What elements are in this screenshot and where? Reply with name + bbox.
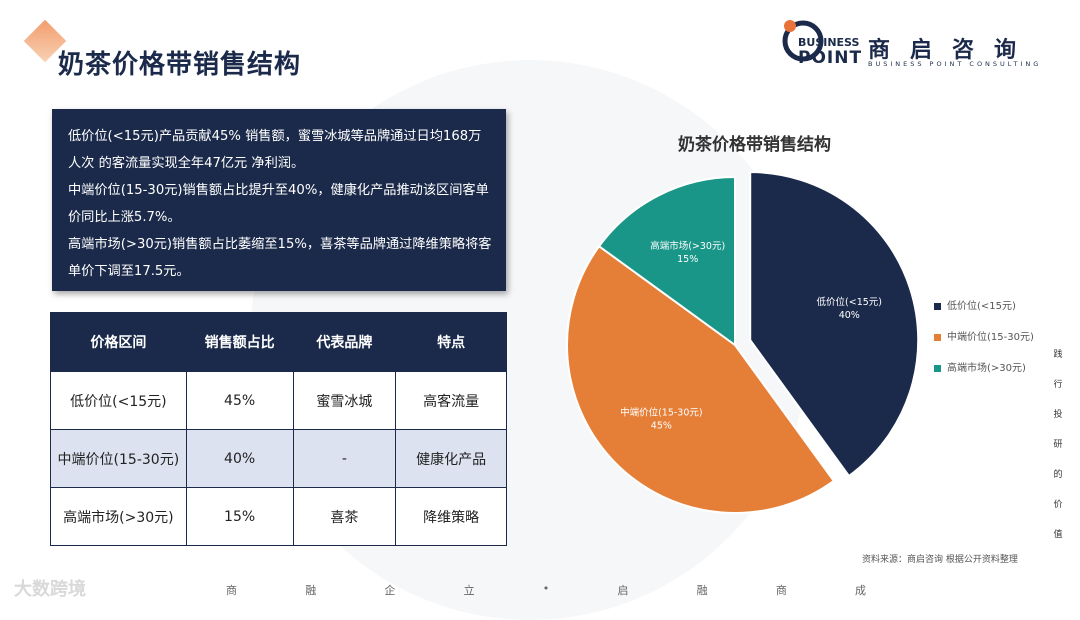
summary-line: 高端市场(>30元)销售额占比萎缩至15%，喜茶等品牌通过降维策略将客单价下调至… bbox=[68, 237, 492, 279]
side-slogan-char: 践 bbox=[1053, 350, 1063, 360]
footer-slogan-char: 商 bbox=[226, 584, 237, 597]
legend-swatch bbox=[934, 303, 941, 310]
table-cell: 高端市场(>30元) bbox=[50, 487, 187, 546]
legend-label: 低价位(<15元) bbox=[947, 301, 1016, 312]
slice-label: 中端价位(15-30元) bbox=[620, 407, 703, 419]
table-cell: 蜜雪冰城 bbox=[292, 371, 397, 430]
table-header-row: 价格区间 销售额占比 代表品牌 特点 bbox=[50, 312, 507, 372]
legend-item: 高端市场(>30元) bbox=[934, 362, 1034, 375]
legend-item: 中端价位(15-30元) bbox=[934, 331, 1034, 344]
pie-slice bbox=[597, 175, 736, 347]
table-cell: - bbox=[292, 429, 397, 488]
table-header-cell: 销售额占比 bbox=[185, 312, 294, 372]
side-slogan-char: 价 bbox=[1053, 500, 1063, 510]
table-header-cell: 价格区间 bbox=[50, 312, 187, 372]
side-slogan-char: 行 bbox=[1053, 380, 1063, 390]
slice-value-label: 40% bbox=[839, 310, 860, 321]
footer-slogan-char: 启 bbox=[617, 584, 629, 597]
chart-legend: 低价位(<15元) 中端价位(15-30元) 高端市场(>30元) bbox=[934, 300, 1034, 393]
summary-line: 低价位(<15元)产品贡献45% 销售额，蜜雪冰城等品牌通过日均168万人次 的… bbox=[68, 129, 482, 171]
footer-brand-watermark: 大数跨境 bbox=[14, 579, 86, 600]
pie-slice bbox=[749, 171, 920, 478]
pie-chart: 低价位(<15元) 40% 中端价位(15-30元) 45% 高端市场(>30元) 15% bbox=[566, 171, 920, 514]
logo-en-name: BUSINESS POINT CONSULTING bbox=[868, 60, 1042, 68]
table-cell: 高客流量 bbox=[395, 371, 507, 430]
price-band-table: 价格区间 销售额占比 代表品牌 特点 低价位(<15元) 45% 蜜雪冰城 高客… bbox=[50, 312, 507, 546]
legend-label: 高端市场(>30元) bbox=[947, 363, 1026, 374]
page-title: 奶茶价格带销售结构 bbox=[58, 50, 302, 80]
legend-item: 低价位(<15元) bbox=[934, 300, 1034, 313]
table-cell: 中端价位(15-30元) bbox=[50, 429, 187, 488]
footer-slogan-char: 企 bbox=[384, 584, 396, 597]
side-slogan-char: 的 bbox=[1053, 470, 1063, 480]
table-row: 高端市场(>30元) 15% 喜茶 降维策略 bbox=[50, 487, 507, 546]
table-cell: 低价位(<15元) bbox=[50, 371, 187, 430]
side-slogan-char: 研 bbox=[1053, 440, 1063, 450]
slice-value-label: 15% bbox=[677, 254, 698, 265]
slice-label: 高端市场(>30元) bbox=[650, 240, 725, 252]
footer-slogan: 商 融 企 立 • 启 融 商 成 bbox=[226, 582, 866, 598]
table-cell: 15% bbox=[185, 487, 294, 546]
side-slogan-char: 值 bbox=[1053, 530, 1063, 540]
footer-slogan-char: • bbox=[542, 582, 550, 595]
summary-box: 低价位(<15元)产品贡献45% 销售额，蜜雪冰城等品牌通过日均168万人次 的… bbox=[52, 109, 506, 291]
logo-ring-icon bbox=[782, 20, 824, 62]
table-cell: 降维策略 bbox=[395, 487, 507, 546]
side-slogan-char: 投 bbox=[1053, 410, 1063, 420]
chart-title: 奶茶价格带销售结构 bbox=[678, 135, 831, 155]
table-header-cell: 代表品牌 bbox=[292, 312, 397, 372]
footer-slogan-char: 立 bbox=[463, 584, 475, 597]
footer-slogan-char: 成 bbox=[855, 584, 866, 597]
legend-label: 中端价位(15-30元) bbox=[947, 332, 1034, 343]
table-cell: 健康化产品 bbox=[395, 429, 507, 488]
legend-swatch bbox=[934, 334, 941, 341]
legend-swatch bbox=[934, 365, 941, 372]
source-note: 资料来源：商启咨询 根据公开资料整理 bbox=[862, 555, 1018, 565]
table-row: 低价位(<15元) 45% 蜜雪冰城 高客流量 bbox=[50, 371, 507, 430]
table-header-cell: 特点 bbox=[395, 312, 507, 372]
logo-cn-name: 商启咨询 bbox=[868, 38, 1037, 63]
summary-line: 中端价位(15-30元)销售额占比提升至40%，健康化产品推动该区间客单价同比上… bbox=[68, 183, 489, 225]
slice-label: 低价位(<15元) bbox=[817, 296, 882, 308]
logo-mark-top: BUSINESS bbox=[798, 36, 860, 49]
footer-slogan-char: 融 bbox=[696, 584, 708, 597]
table-cell: 40% bbox=[185, 429, 294, 488]
side-slogan: 践行投研的价值 bbox=[1052, 340, 1064, 550]
footer-slogan-char: 商 bbox=[775, 584, 787, 597]
slice-value-label: 45% bbox=[651, 421, 672, 432]
pie-slice bbox=[566, 244, 836, 514]
table-cell: 喜茶 bbox=[292, 487, 397, 546]
table-cell: 45% bbox=[185, 371, 294, 430]
footer-slogan-char: 融 bbox=[305, 584, 317, 597]
company-logo: BUSINESS POINT 商启咨询 BUSINESS POINT CONSU… bbox=[780, 18, 1070, 72]
table-row: 中端价位(15-30元) 40% - 健康化产品 bbox=[50, 429, 507, 488]
logo-mark-bottom: POINT bbox=[798, 48, 863, 68]
